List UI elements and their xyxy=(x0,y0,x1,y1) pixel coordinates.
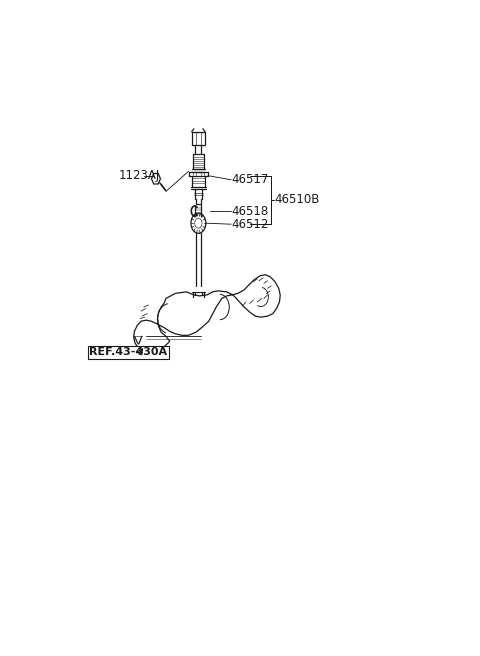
Text: 46518: 46518 xyxy=(232,205,269,218)
Text: 46510B: 46510B xyxy=(274,194,320,207)
Text: 1123AJ: 1123AJ xyxy=(119,169,160,182)
Text: REF.43-430A: REF.43-430A xyxy=(89,348,168,358)
Text: 46512: 46512 xyxy=(232,218,269,231)
Text: 46517: 46517 xyxy=(232,173,269,186)
